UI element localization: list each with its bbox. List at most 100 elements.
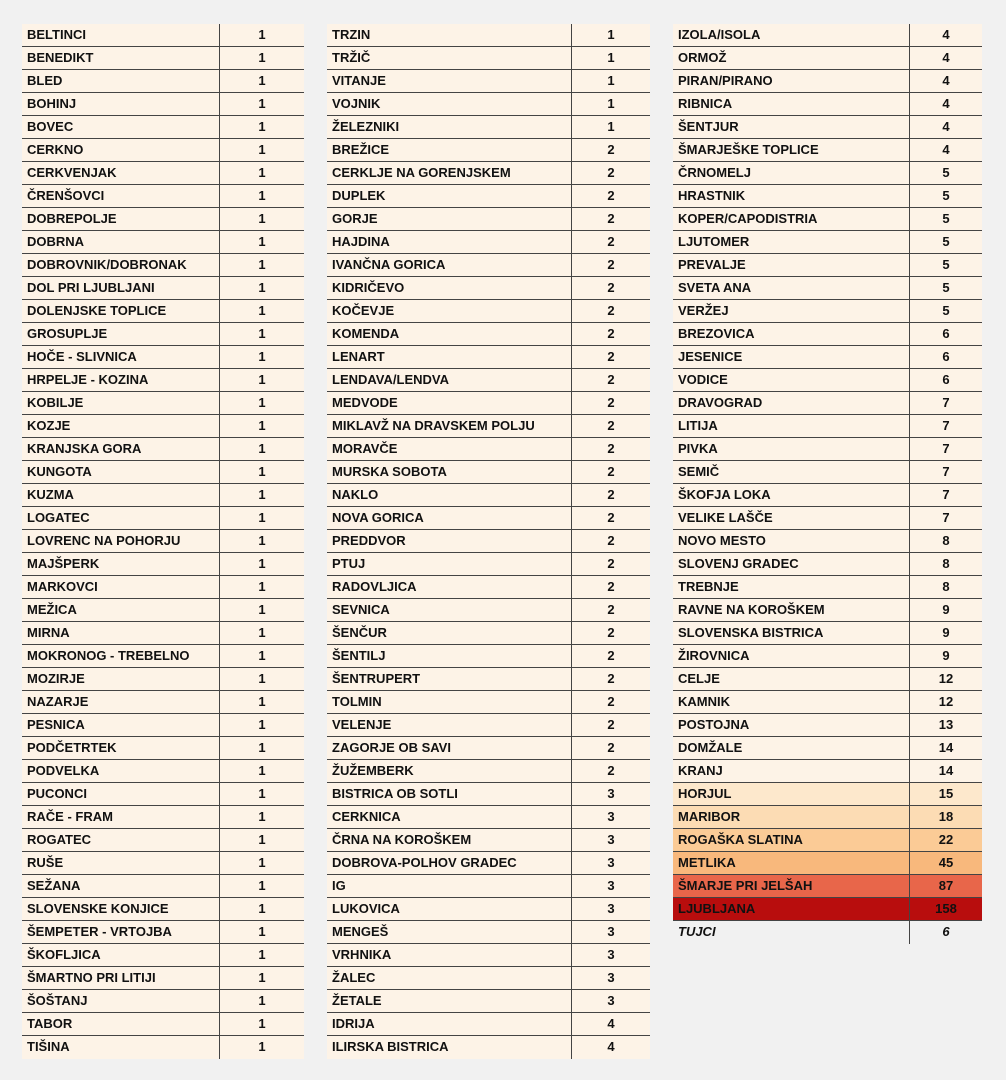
municipality-name: MURSKA SOBOTA	[327, 461, 572, 483]
municipality-name: BOHINJ	[22, 93, 220, 115]
table-row: IVANČNA GORICA 2	[327, 254, 650, 277]
table-row: METLIKA 45	[673, 852, 982, 875]
municipality-name: ČRENŠOVCI	[22, 185, 220, 207]
municipality-name: ZAGORJE OB SAVI	[327, 737, 572, 759]
case-count: 4	[942, 119, 950, 134]
table-row: HAJDINA 2	[327, 231, 650, 254]
case-count: 2	[607, 326, 615, 341]
municipality-name: VERŽEJ	[673, 300, 910, 322]
case-count: 7	[942, 441, 950, 456]
case-count: 7	[942, 418, 950, 433]
municipality-name: MOZIRJE	[22, 668, 220, 690]
municipality-name: KOZJE	[22, 415, 220, 437]
municipality-name: NOVO MESTO	[673, 530, 910, 552]
case-count: 2	[607, 510, 615, 525]
case-count: 22	[938, 832, 954, 847]
municipality-name: VOJNIK	[327, 93, 572, 115]
municipality-name: TRZIN	[327, 24, 572, 46]
table-row: TIŠINA 1	[22, 1036, 304, 1059]
municipality-name: ČRNA NA KOROŠKEM	[327, 829, 572, 851]
case-count: 1	[258, 303, 266, 318]
table-row: VRHNIKA 3	[327, 944, 650, 967]
municipality-name: KUNGOTA	[22, 461, 220, 483]
table-row: LITIJA 7	[673, 415, 982, 438]
table-row: ČRENŠOVCI 1	[22, 185, 304, 208]
table-row: SLOVENSKE KONJICE 1	[22, 898, 304, 921]
table-row: ŠENTRUPERT 2	[327, 668, 650, 691]
table-row: NOVA GORICA 2	[327, 507, 650, 530]
municipality-name: HOČE - SLIVNICA	[22, 346, 220, 368]
case-count: 7	[942, 395, 950, 410]
municipality-name: HRPELJE - KOZINA	[22, 369, 220, 391]
municipality-name: DOMŽALE	[673, 737, 910, 759]
municipality-name: ŽELEZNIKI	[327, 116, 572, 138]
municipality-name: IDRIJA	[327, 1013, 572, 1035]
case-count: 2	[607, 234, 615, 249]
table-row: CERKVENJAK 1	[22, 162, 304, 185]
municipality-name: TREBNJE	[673, 576, 910, 598]
municipality-name: KRANJ	[673, 760, 910, 782]
case-count: 6	[942, 924, 950, 939]
municipality-name: NAKLO	[327, 484, 572, 506]
case-count: 1	[258, 832, 266, 847]
municipality-table-column-3: IZOLA/ISOLA 4 ORMOŽ 4 PIRAN/PIRANO 4 RIBNICA 4 Š…	[673, 24, 982, 944]
municipality-name: CELJE	[673, 668, 910, 690]
table-row: RAČE - FRAM 1	[22, 806, 304, 829]
case-count: 1	[258, 165, 266, 180]
case-count: 2	[607, 602, 615, 617]
case-count: 15	[938, 786, 954, 801]
municipality-name: DOBROVNIK/DOBRONAK	[22, 254, 220, 276]
case-count: 1	[258, 602, 266, 617]
case-count: 4	[607, 1039, 615, 1054]
table-row: PREVALJE 5	[673, 254, 982, 277]
municipality-name: RAVNE NA KOROŠKEM	[673, 599, 910, 621]
case-count: 1	[258, 464, 266, 479]
municipality-name: LUKOVICA	[327, 898, 572, 920]
table-row: TABOR 1	[22, 1013, 304, 1036]
table-row: CERKLJE NA GORENJSKEM 2	[327, 162, 650, 185]
case-count: 2	[607, 257, 615, 272]
table-row: BREZOVICA 6	[673, 323, 982, 346]
municipality-name: ŠENTILJ	[327, 645, 572, 667]
case-count: 1	[258, 27, 266, 42]
municipality-name: DOBROVA-POLHOV GRADEC	[327, 852, 572, 874]
case-count: 6	[942, 326, 950, 341]
table-row: HOČE - SLIVNICA 1	[22, 346, 304, 369]
case-count: 1	[258, 556, 266, 571]
municipality-name: NOVA GORICA	[327, 507, 572, 529]
municipality-name: IVANČNA GORICA	[327, 254, 572, 276]
municipality-name: PREDDVOR	[327, 530, 572, 552]
municipality-name: MOKRONOG - TREBELNO	[22, 645, 220, 667]
case-count: 14	[938, 740, 954, 755]
case-count: 12	[938, 694, 954, 709]
municipality-name: ŠKOFJA LOKA	[673, 484, 910, 506]
municipality-name: LJUBLJANA	[673, 898, 910, 920]
case-count: 18	[938, 809, 954, 824]
municipality-name: SEVNICA	[327, 599, 572, 621]
case-count: 1	[258, 878, 266, 893]
municipality-name: LITIJA	[673, 415, 910, 437]
table-row: MIRNA 1	[22, 622, 304, 645]
municipality-name: PTUJ	[327, 553, 572, 575]
case-count: 1	[258, 211, 266, 226]
case-count: 3	[607, 832, 615, 847]
municipality-name: CERKLJE NA GORENJSKEM	[327, 162, 572, 184]
case-count: 4	[942, 50, 950, 65]
municipality-table-column-1: BELTINCI 1 BENEDIKT 1 BLED 1 BOHINJ 1 BOVEC 1 CERK…	[22, 24, 304, 1059]
case-count: 1	[258, 694, 266, 709]
case-count: 5	[942, 211, 950, 226]
municipality-name: BENEDIKT	[22, 47, 220, 69]
case-count: 3	[607, 855, 615, 870]
case-count: 2	[607, 533, 615, 548]
case-count: 1	[258, 993, 266, 1008]
case-count: 2	[607, 740, 615, 755]
table-row: ORMOŽ 4	[673, 47, 982, 70]
table-row: NAZARJE 1	[22, 691, 304, 714]
table-row: PREDDVOR 2	[327, 530, 650, 553]
table-row: MEŽICA 1	[22, 599, 304, 622]
municipality-name: JESENICE	[673, 346, 910, 368]
table-row: VODICE 6	[673, 369, 982, 392]
case-count: 1	[258, 901, 266, 916]
municipality-name: TRŽIČ	[327, 47, 572, 69]
table-row: DRAVOGRAD 7	[673, 392, 982, 415]
